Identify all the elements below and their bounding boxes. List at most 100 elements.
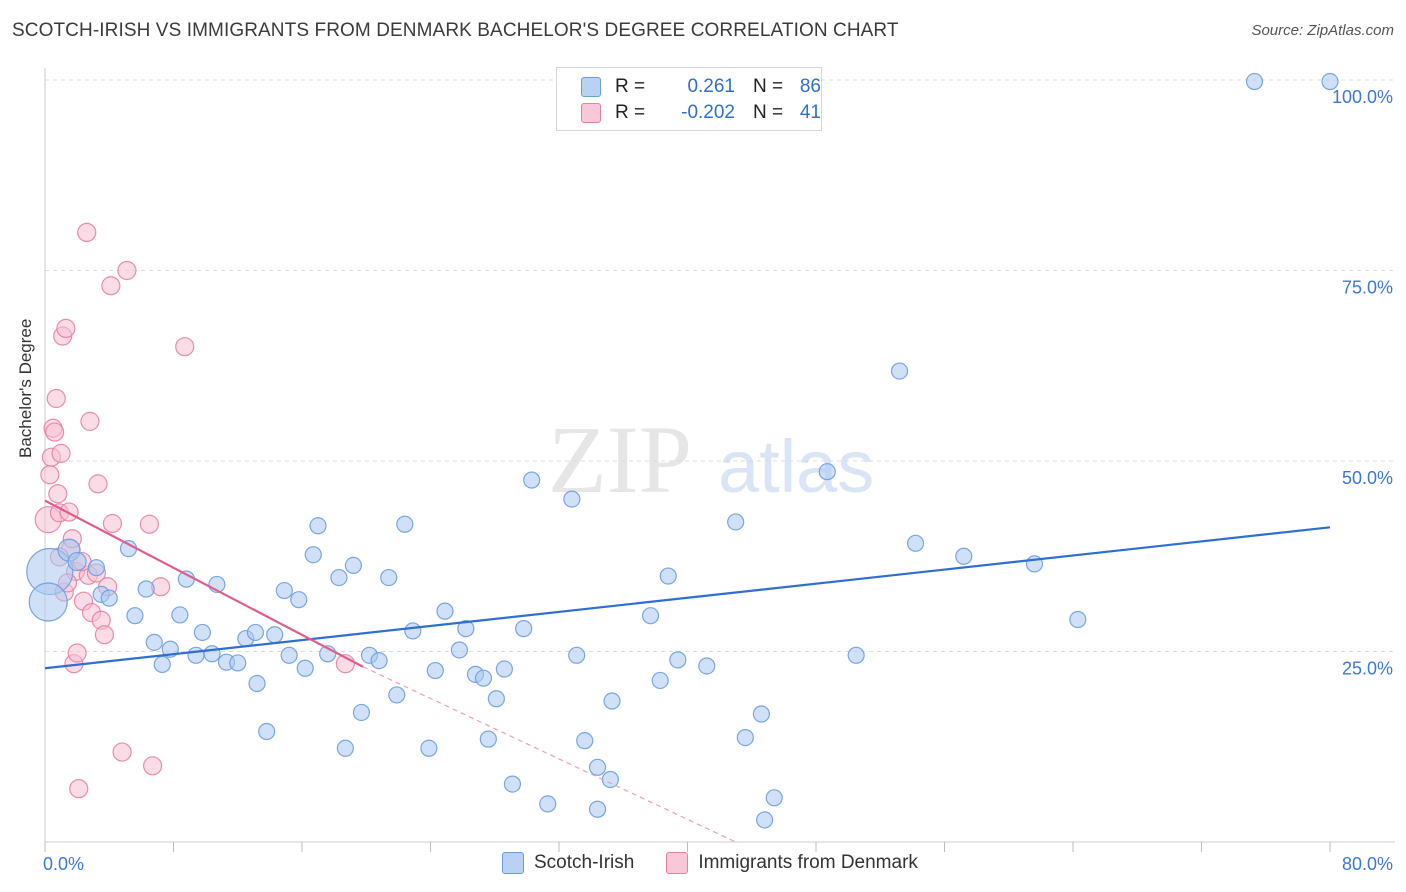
- y-tick-label: 100.0%: [1332, 87, 1393, 107]
- scotch-irish-point: [515, 620, 533, 638]
- y-tick-label: 25.0%: [1342, 659, 1393, 679]
- scotch-irish-point: [576, 732, 594, 750]
- scotch-irish-point: [153, 655, 171, 674]
- trend-line-denmark-extension: [362, 666, 736, 843]
- scotch-irish-point: [603, 692, 621, 710]
- scotch-irish-point: [1321, 72, 1339, 91]
- legend-r-label: R =: [615, 76, 646, 97]
- legend-swatch-blue: [581, 77, 601, 97]
- scotch-irish-point: [847, 646, 865, 664]
- bottom-legend-swatch-blue: [502, 852, 524, 874]
- scotch-irish-point: [370, 652, 388, 670]
- chart-source: Source: ZipAtlas.com: [1251, 22, 1394, 39]
- scotch-irish-point: [296, 659, 314, 677]
- scotch-irish-point: [457, 620, 475, 638]
- scotch-irish-point: [727, 513, 745, 531]
- legend: R = 0.261 N = 86 R = -0.202 N = 41: [556, 67, 822, 131]
- scotch-irish-point: [100, 589, 118, 607]
- legend-swatch-pink: [581, 103, 601, 123]
- legend-row-scotch-irish: R = 0.261 N = 86: [581, 74, 821, 100]
- y-axis-label: Bachelor's Degree: [16, 318, 35, 458]
- scotch-irish-point: [171, 606, 189, 624]
- scotch-irish-point: [344, 556, 362, 574]
- bottom-legend-label-denmark: Immigrants from Denmark: [698, 852, 918, 873]
- denmark-point: [77, 222, 97, 242]
- denmark-point: [101, 276, 121, 296]
- scotch-irish-point: [568, 646, 586, 664]
- scotch-irish-point: [890, 362, 909, 380]
- scotch-irish-point: [669, 651, 687, 669]
- scotch-irish-point: [203, 645, 221, 663]
- scotch-irish-point: [563, 490, 581, 508]
- denmark-point: [48, 484, 68, 504]
- scotch-irish-point: [487, 690, 505, 708]
- denmark-point: [143, 756, 163, 776]
- y-tick-label: 50.0%: [1342, 468, 1393, 488]
- scotch-irish-point: [187, 646, 205, 664]
- trend-line-denmark: [44, 499, 364, 668]
- denmark-point: [51, 443, 71, 463]
- denmark-point: [117, 260, 137, 281]
- scotch-irish-point: [906, 534, 925, 552]
- trend-lines: [44, 499, 1331, 843]
- scotch-irish-point: [246, 623, 265, 642]
- series-denmark-points: [34, 222, 355, 799]
- scotch-irish-point: [67, 551, 87, 572]
- bottom-legend-label-scotch-irish: Scotch-Irish: [534, 852, 635, 873]
- scotch-irish-point: [659, 567, 677, 585]
- scotch-irish-point: [503, 775, 522, 793]
- legend-n-value: 86: [799, 76, 821, 97]
- scotch-irish-point: [495, 660, 513, 678]
- denmark-point: [102, 513, 123, 534]
- scotch-irish-point: [436, 602, 454, 620]
- y-tick-label: 75.0%: [1342, 278, 1393, 298]
- scotch-irish-point: [266, 626, 284, 644]
- legend-row-denmark: R = -0.202 N = 41: [581, 100, 821, 126]
- scotch-irish-point: [765, 789, 783, 807]
- scotch-irish-point: [28, 582, 68, 622]
- denmark-point: [46, 388, 66, 409]
- tick-labels: 25.0% 50.0% 75.0% 100.0% 0.0% 80.0%: [43, 87, 1393, 874]
- watermark-atlas: atlas: [718, 425, 874, 508]
- denmark-point: [94, 625, 115, 645]
- scotch-irish-point: [523, 471, 541, 489]
- x-tick-label-max: 80.0%: [1342, 854, 1393, 874]
- trend-line-scotch-irish: [44, 526, 1331, 670]
- scotch-irish-point: [474, 669, 493, 687]
- scotch-irish-point: [352, 703, 371, 722]
- scotch-irish-point: [193, 623, 212, 642]
- scotch-irish-point: [736, 729, 754, 747]
- scotch-irish-point: [396, 515, 414, 533]
- denmark-point: [56, 318, 76, 339]
- scotch-irish-point: [229, 654, 247, 672]
- denmark-point: [45, 422, 65, 442]
- x-tick-label-min: 0.0%: [43, 854, 84, 874]
- denmark-point: [67, 643, 87, 663]
- scotch-irish-point: [290, 591, 308, 609]
- scotch-irish-point: [588, 758, 607, 776]
- scotch-irish-point: [87, 559, 106, 577]
- legend-n-value: 41: [799, 102, 821, 123]
- scotch-irish-point: [955, 547, 973, 565]
- scotch-irish-point: [420, 739, 438, 757]
- scotch-irish-point: [818, 463, 836, 481]
- scotch-irish-point: [651, 671, 669, 690]
- scotch-irish-point: [248, 674, 266, 693]
- scotch-irish-point: [752, 705, 770, 723]
- denmark-point: [112, 742, 132, 762]
- denmark-point: [40, 465, 60, 485]
- scotch-irish-point: [309, 517, 327, 535]
- legend-n-label: N =: [753, 76, 784, 97]
- bottom-legend-swatch-pink: [666, 852, 689, 874]
- legend-r-label: R =: [615, 102, 646, 123]
- legend-n-label: N =: [753, 102, 784, 123]
- denmark-point: [175, 337, 195, 357]
- scotch-irish-point: [588, 800, 607, 818]
- scotch-irish-point: [1069, 610, 1087, 629]
- scotch-irish-point: [426, 661, 444, 680]
- scotch-irish-point: [145, 633, 163, 651]
- scotch-irish-point: [275, 581, 293, 600]
- bottom-legend-denmark: Immigrants from Denmark: [666, 852, 918, 874]
- scotch-irish-point: [380, 568, 398, 587]
- bottom-legend: Scotch-Irish Immigrants from Denmark: [502, 852, 950, 874]
